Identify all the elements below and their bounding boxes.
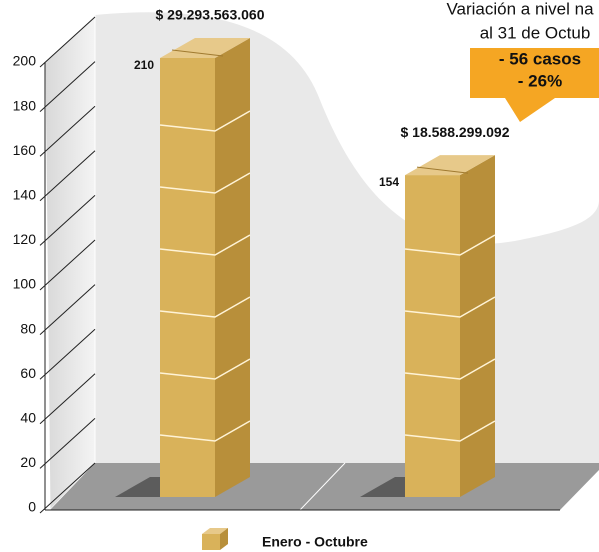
box-seam <box>404 420 496 442</box>
box-seam <box>404 358 496 380</box>
amount-label: $ 29.293.563.060 <box>156 7 265 23</box>
annotation-line: al 31 de Octub <box>480 23 591 42</box>
legend-icon-top <box>202 528 228 534</box>
annotation-line: Variación a nivel na <box>446 0 594 18</box>
floor-divider <box>299 462 346 511</box>
bar-top <box>405 155 495 176</box>
tick-line <box>39 239 96 291</box>
bar-side <box>215 38 250 497</box>
y-tick-label: 60 <box>20 365 36 381</box>
box-seam <box>159 110 251 132</box>
tick-line <box>39 328 96 380</box>
annotation-line: - 56 casos <box>499 49 581 68</box>
y-tick-label: 120 <box>13 231 37 247</box>
y-tick-label: 40 <box>20 410 36 426</box>
y-tick-label: 160 <box>13 142 37 158</box>
legend-icon-side <box>220 528 228 550</box>
tick-line <box>39 16 96 68</box>
annotation-arrow <box>470 48 599 122</box>
legend-label: Enero - Octubre <box>262 534 368 550</box>
bar <box>160 58 215 497</box>
y-tick-label: 0 <box>28 499 36 515</box>
box-seam <box>159 358 251 380</box>
tick-line <box>39 462 96 514</box>
box-seam <box>159 234 251 256</box>
value-label: 210 <box>134 58 154 72</box>
tick-line <box>39 150 96 202</box>
box-flap <box>171 49 224 57</box>
y-tick-label: 200 <box>13 53 37 69</box>
bar-top <box>160 38 250 58</box>
box-seam <box>159 172 251 194</box>
amount-label: $ 18.588.299.092 <box>401 124 510 140</box>
tick-line <box>39 61 96 112</box>
box-flap <box>416 166 469 174</box>
box-seam <box>159 420 251 442</box>
floor <box>50 463 599 510</box>
y-tick-label: 100 <box>13 276 37 292</box>
annotation-line: - 26% <box>518 71 562 90</box>
box-seam <box>404 234 496 256</box>
tick-line <box>39 284 96 335</box>
tick-line <box>39 195 96 246</box>
box-seam <box>159 296 251 318</box>
y-tick-label: 180 <box>13 97 37 113</box>
legend: Enero - Octubre <box>202 528 368 550</box>
legend-icon <box>202 534 220 550</box>
bar <box>405 175 460 498</box>
y-tick-label: 20 <box>20 454 36 470</box>
y-tick-label: 140 <box>13 187 37 203</box>
tick-line <box>39 373 96 425</box>
value-label: 154 <box>379 175 399 189</box>
box-seam <box>404 296 496 318</box>
tick-line <box>39 418 96 469</box>
bar-side <box>460 155 495 498</box>
y-tick-label: 80 <box>20 320 36 336</box>
tick-line <box>39 105 96 157</box>
